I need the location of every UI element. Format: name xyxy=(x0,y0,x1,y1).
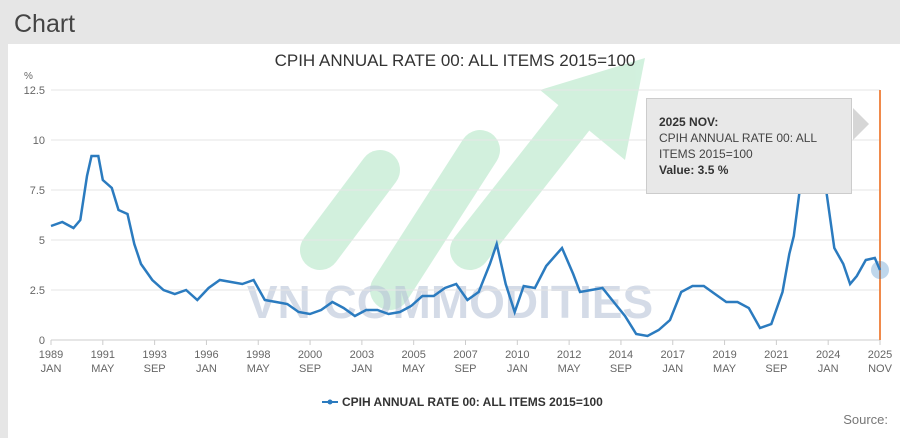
legend[interactable]: CPIH ANNUAL RATE 00: ALL ITEMS 2015=100 xyxy=(322,395,603,409)
x-tick-year: 2019 xyxy=(712,349,736,361)
legend-marker xyxy=(327,399,333,405)
watermark-logo xyxy=(300,58,645,310)
legend-label: CPIH ANNUAL RATE 00: ALL ITEMS 2015=100 xyxy=(342,395,603,409)
y-tick-label: 2.5 xyxy=(30,285,45,297)
x-tick-month: MAY xyxy=(558,363,582,375)
y-tick-label: 12.5 xyxy=(24,85,45,97)
x-tick-month: JAN xyxy=(196,363,217,375)
x-tick-month: SEP xyxy=(610,363,632,375)
y-tick-label: 0 xyxy=(39,335,45,347)
series-line xyxy=(50,144,882,338)
watermark-text: VN COMMODITIES xyxy=(247,276,653,328)
x-tick-month: JAN xyxy=(351,363,372,375)
x-tick-year: 1996 xyxy=(194,349,218,361)
tooltip-arrow xyxy=(853,108,869,140)
x-tick-year: 2000 xyxy=(298,349,322,361)
x-tick-year: 2021 xyxy=(764,349,788,361)
x-tick-year: 1993 xyxy=(142,349,166,361)
hover-marker xyxy=(871,261,889,279)
x-tick-year: 1989 xyxy=(39,349,63,361)
x-tick-year: 1998 xyxy=(246,349,270,361)
x-tick-month: JAN xyxy=(507,363,528,375)
y-axis-label: % xyxy=(24,71,33,82)
y-tick-label: 10 xyxy=(33,135,45,147)
y-tick-label: 5 xyxy=(39,235,45,247)
x-tick-year: 2017 xyxy=(661,349,685,361)
x-tick-year: 1991 xyxy=(91,349,115,361)
y-tick-label: 7.5 xyxy=(30,185,45,197)
x-tick-year: 2010 xyxy=(505,349,529,361)
x-tick-month: SEP xyxy=(765,363,787,375)
tooltip-value: Value: 3.5 % xyxy=(659,163,729,177)
x-tick-month: SEP xyxy=(454,363,476,375)
chart-title: CPIH ANNUAL RATE 00: ALL ITEMS 2015=100 xyxy=(275,51,636,70)
x-tick-year: 2014 xyxy=(609,349,633,361)
x-tick-month: MAY xyxy=(247,363,271,375)
x-tick-month: SEP xyxy=(144,363,166,375)
x-tick-year: 2005 xyxy=(401,349,425,361)
x-tick-month: JAN xyxy=(818,363,839,375)
x-tick-month: SEP xyxy=(299,363,321,375)
x-tick-month: MAY xyxy=(91,363,115,375)
x-tick-month: MAY xyxy=(402,363,426,375)
x-tick-year: 2024 xyxy=(816,349,840,361)
x-tick-year: 2007 xyxy=(453,349,477,361)
x-tick-year: 2003 xyxy=(350,349,374,361)
x-tick-month: JAN xyxy=(41,363,62,375)
x-tick-year: 2012 xyxy=(557,349,581,361)
x-tick-year: 2025 xyxy=(868,349,892,361)
source-label: Source: xyxy=(843,412,888,427)
tooltip-series: CPIH ANNUAL RATE 00: ALL ITEMS 2015=100 xyxy=(659,131,817,161)
tooltip-date: 2025 NOV: xyxy=(659,115,719,129)
x-tick-month: NOV xyxy=(868,363,893,375)
x-tick-month: JAN xyxy=(662,363,683,375)
tooltip: 2025 NOV: CPIH ANNUAL RATE 00: ALL ITEMS… xyxy=(646,98,852,194)
page-title: Chart xyxy=(14,10,76,38)
x-tick-month: MAY xyxy=(713,363,737,375)
